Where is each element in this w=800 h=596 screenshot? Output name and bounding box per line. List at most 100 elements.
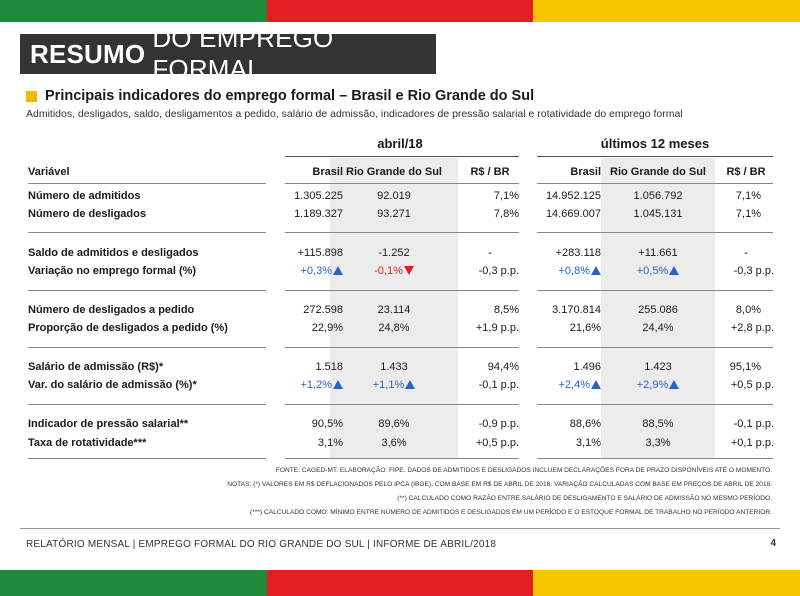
cell-rs: -1.252	[378, 247, 410, 259]
column-shade-rs-12m	[601, 158, 715, 458]
note-2: (**) CALCULADO COMO RAZÃO ENTRE SALÁRIO …	[397, 495, 772, 502]
divider	[28, 290, 266, 291]
table-row: Saldo de admitidos e desligados +115.898…	[28, 245, 773, 263]
table-row: Taxa de rotatividade*** 3,1% 3,6% +0,5 p…	[28, 435, 774, 453]
cell-ratio-12m: +0,1 p.p.	[730, 437, 774, 449]
cell-brasil-12m: 14.952.125	[545, 190, 601, 202]
divider	[28, 458, 266, 459]
cell-ratio: 7,8%	[493, 208, 519, 220]
cell-rs-12m: 3,3%	[645, 437, 671, 449]
cell-brasil-12m: 21,6%	[569, 322, 601, 334]
divider	[537, 347, 773, 348]
cell-ratio-12m: -	[744, 247, 748, 259]
value: +1,2%	[300, 379, 333, 391]
cell-brasil-12m: +2,4%	[538, 379, 601, 391]
cell-ratio: -0,1 p.p.	[478, 379, 519, 391]
description: Admitidos, desligados, saldo, desligamen…	[26, 108, 683, 120]
cell-ratio: +0,5 p.p.	[475, 437, 519, 449]
cell-rs: 92.019	[377, 190, 411, 202]
table-row: Número de admitidos 1.305.225 92.019 7,1…	[28, 188, 773, 206]
footer-text: RELATÓRIO MENSAL | EMPREGO FORMAL DO RIO…	[26, 539, 497, 550]
flag-stripe-bottom	[0, 570, 800, 596]
divider	[28, 232, 266, 233]
arrow-up-icon	[333, 380, 343, 389]
group-underline-april	[285, 156, 519, 157]
cell-brasil: +1,2%	[288, 379, 343, 391]
arrow-up-icon	[405, 380, 416, 389]
cell-rs-12m: 24,4%	[642, 322, 674, 334]
value: +0,3%	[300, 265, 333, 277]
cell-rs: 23.114	[377, 304, 411, 316]
divider	[285, 232, 519, 233]
cell-brasil-12m: 3.170.814	[552, 304, 601, 316]
value: +0,8%	[558, 265, 591, 277]
arrow-up-icon	[669, 380, 680, 389]
row-label: Saldo de admitidos e desligados	[28, 247, 199, 259]
cell-brasil: 3,1%	[317, 437, 343, 449]
page-title: RESUMO DO EMPREGO FORMAL	[20, 23, 436, 84]
cell-ratio: -0,3 p.p.	[478, 265, 519, 277]
footer-divider	[20, 528, 780, 529]
table-row: Indicador de pressão salarial** 90,5% 89…	[28, 416, 774, 434]
cell-ratio: 94,4%	[487, 361, 519, 373]
cell-ratio-12m: 8,0%	[735, 304, 761, 316]
cell-rs-12m: +2,9%	[601, 379, 715, 391]
cell-brasil-12m: 3,1%	[575, 437, 601, 449]
divider	[28, 183, 266, 184]
value: +1,1%	[372, 379, 405, 391]
cell-ratio-12m: 7,1%	[735, 190, 761, 202]
column-shade-rs-april	[330, 158, 458, 458]
square-bullet-icon	[26, 90, 37, 102]
group-header-12-months: últimos 12 meses	[600, 136, 710, 151]
row-label: Número de desligados a pedido	[28, 304, 195, 316]
cell-rs: -0,1%	[330, 265, 458, 277]
row-label: Taxa de rotatividade***	[28, 437, 147, 449]
subtitle: Principais indicadores do emprego formal…	[45, 88, 535, 104]
row-label: Proporção de desligados a pedido (%)	[28, 322, 228, 334]
divider	[537, 183, 773, 184]
flag-stripe-top	[0, 0, 800, 22]
divider	[285, 458, 519, 459]
header-brasil: Brasil	[312, 166, 343, 178]
group-underline-12-months	[537, 156, 773, 157]
note-source: FONTE: CAGED-MT. ELABORAÇÃO: FIPE. DADOS…	[275, 467, 772, 474]
table-header-row: Variável Brasil Rio Grande do Sul R$ / B…	[28, 164, 773, 182]
table-row: Número de desligados 1.189.327 93.271 7,…	[28, 206, 773, 224]
cell-rs-12m: 1.045.131	[633, 208, 683, 220]
divider	[28, 404, 266, 405]
table-row: Variação no emprego formal (%) +0,3% -0,…	[28, 263, 774, 281]
table-row: Var. do salário de admissão (%)* +1,2% +…	[28, 377, 774, 395]
divider	[28, 347, 266, 348]
value: -0,1%	[374, 265, 403, 277]
cell-brasil: 22,9%	[311, 322, 343, 334]
header-rs: Rio Grande do Sul	[346, 166, 442, 178]
table-row: Número de desligados a pedido 272.598 23…	[28, 302, 773, 320]
cell-rs-12m: 88,5%	[642, 418, 674, 430]
cell-ratio: -	[488, 247, 492, 259]
header-ratio: R$ / BR	[470, 166, 510, 178]
cell-brasil: 1.189.327	[294, 208, 343, 220]
cell-brasil: 272.598	[303, 304, 343, 316]
divider	[537, 458, 773, 459]
divider	[285, 290, 519, 291]
cell-rs-12m: 1.423	[644, 361, 672, 373]
cell-brasil-12m: 14.669.007	[545, 208, 601, 220]
divider	[285, 404, 519, 405]
header-brasil-12m: Brasil	[570, 166, 601, 178]
cell-rs-12m: 255.086	[638, 304, 678, 316]
value: +0,5%	[636, 265, 669, 277]
cell-rs: 89,6%	[378, 418, 410, 430]
cell-rs: 93.271	[377, 208, 411, 220]
cell-ratio: -0,9 p.p.	[478, 418, 519, 430]
cell-rs-12m: +11.661	[638, 247, 678, 259]
note-3: (***) CALCULADO COMO: MÍNIMO ENTRE NÚMER…	[250, 509, 772, 516]
row-label: Salário de admissão (R$)*	[28, 361, 164, 373]
arrow-up-icon	[591, 380, 601, 389]
header-variable: Variável	[28, 166, 70, 178]
cell-rs: 3,6%	[381, 437, 407, 449]
cell-rs: 24,8%	[378, 322, 410, 334]
cell-ratio-12m: +2,8 p.p.	[730, 322, 774, 334]
row-label: Número de admitidos	[28, 190, 141, 202]
cell-brasil: 1.518	[315, 361, 343, 373]
group-header-april: abril/18	[377, 136, 423, 151]
